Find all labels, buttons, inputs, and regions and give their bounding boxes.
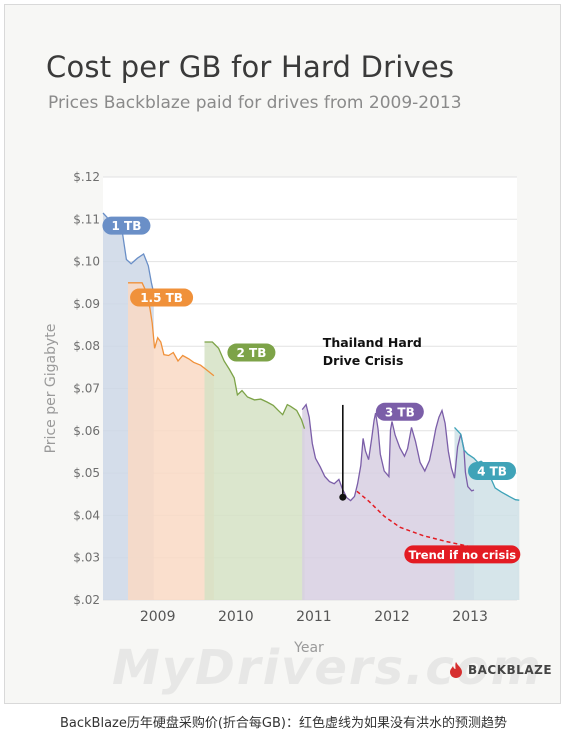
series-label: 1 TB [112,219,142,233]
x-axis-label: Year [293,640,324,656]
y-tick-label: $.08 [73,339,100,353]
y-tick-label: $.11 [73,212,100,226]
chart-title: Cost per GB for Hard Drives [46,50,455,84]
trend-label: Trend if no crisis [409,548,517,562]
series-label: 2 TB [236,346,266,360]
annotation-label: Drive Crisis [323,353,404,368]
series-label-pill [130,288,194,307]
logo-text: BACKBLAZE [468,663,553,677]
x-tick-label: 2010 [218,609,254,625]
series-label: 4 TB [477,464,507,478]
series-label-pill [468,461,517,480]
series-line [301,403,475,502]
x-tick-label: 2009 [140,609,176,625]
annotation-dot [339,493,347,501]
y-axis-label: Price per Gigabyte [43,324,59,454]
y-tick-label: $.07 [73,382,100,396]
x-tick-label: 2012 [374,609,410,625]
y-tick-label: $.10 [73,255,100,269]
y-tick-label: $.04 [73,508,100,522]
y-tick-label: $.02 [73,593,100,607]
y-tick-label: $.12 [73,170,100,184]
x-tick-label: 2013 [452,609,488,625]
x-tick-label: 2011 [296,609,332,625]
image-caption: BackBlaze历年硬盘采购价(折合每GB)：红色虚线为如果没有洪水的预测趋势 [59,716,507,731]
y-tick-label: $.06 [73,424,100,438]
watermark: MyDrivers.com [112,640,543,696]
series-line [204,341,306,429]
series-label-pill [227,343,276,362]
flame-icon [450,662,462,678]
trend-label-pill [404,545,521,564]
y-tick-label: $.05 [73,466,100,480]
series-label: 3 TB [385,405,415,419]
trend-line [356,490,519,555]
series-label-pill [102,216,151,235]
series-label: 1.5 TB [140,291,183,305]
chart-subtitle: Prices Backblaze paid for drives from 20… [48,93,462,113]
series-area [204,342,305,600]
series-label-pill [375,402,424,421]
y-tick-label: $.09 [73,297,100,311]
y-tick-label: $.03 [73,551,100,565]
annotation-label: Thailand Hard [323,335,422,350]
backblaze-logo: BACKBLAZE [449,662,552,678]
